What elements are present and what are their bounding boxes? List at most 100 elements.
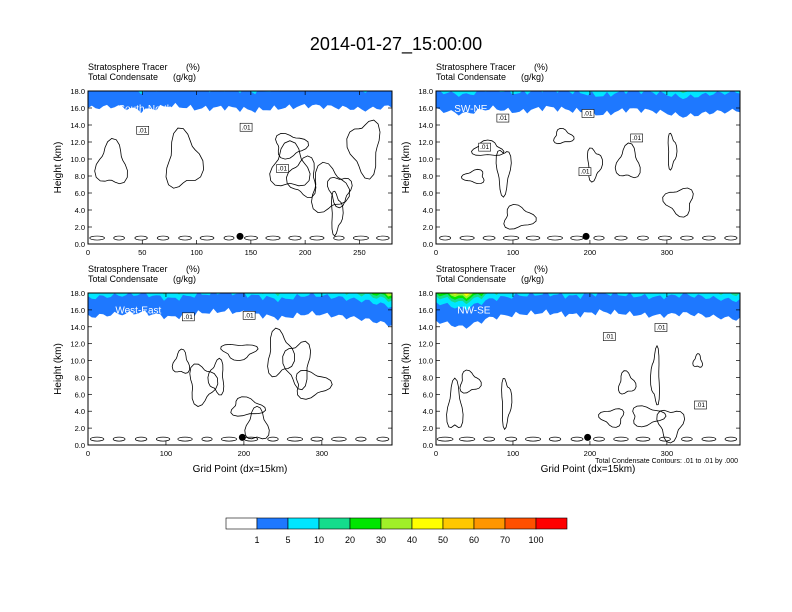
x-tick-label: 50 bbox=[138, 248, 146, 257]
y-tick-label: 2.0 bbox=[75, 424, 85, 433]
plot-area bbox=[88, 91, 392, 241]
condensate-contour-low bbox=[702, 235, 716, 241]
x-tick-label: 300 bbox=[661, 248, 674, 257]
y-tick-label: 18.0 bbox=[70, 289, 85, 298]
condensate-contour bbox=[503, 203, 537, 230]
contour-label-box bbox=[136, 126, 150, 135]
plot-frame bbox=[435, 90, 741, 245]
condensate-contour-low bbox=[548, 436, 562, 442]
condensate-contour-low bbox=[483, 436, 495, 442]
condensate-contour-low bbox=[113, 235, 125, 241]
x-tick-label: 100 bbox=[507, 449, 520, 458]
contour-label-box bbox=[239, 122, 253, 132]
section-label: West-East bbox=[115, 306, 161, 317]
header-tracer-name: Stratosphere Tracer bbox=[436, 62, 516, 72]
condensate-contour-low bbox=[681, 436, 693, 442]
y-tick-label: 18.0 bbox=[70, 87, 85, 96]
condensate-contour-low bbox=[593, 235, 605, 241]
condensate-contour bbox=[282, 340, 312, 391]
y-tick-label: 12.0 bbox=[418, 138, 433, 147]
contour-label: .01 bbox=[278, 166, 287, 173]
tracer-band-20 bbox=[88, 293, 392, 299]
condensate-contour-low bbox=[680, 235, 694, 241]
colorbar-label: 1 bbox=[254, 535, 259, 545]
colorbar-swatch bbox=[380, 517, 413, 530]
y-tick-label: 4.0 bbox=[75, 206, 85, 215]
y-tick-label: 18.0 bbox=[418, 289, 433, 298]
plot-area bbox=[436, 293, 740, 444]
header-tracer-units: (%) bbox=[534, 62, 548, 72]
condensate-contour bbox=[553, 127, 575, 145]
location-marker bbox=[584, 433, 592, 441]
colorbar-swatch bbox=[225, 517, 258, 530]
tracer-band-5 bbox=[436, 91, 740, 100]
y-tick-label: 0.0 bbox=[423, 240, 433, 249]
colorbar-label: 10 bbox=[314, 535, 324, 545]
condensate-contour-low bbox=[331, 436, 347, 442]
panel-south-north: Stratosphere Tracer (%) Total Condensate (g… bbox=[53, 62, 393, 257]
tracer-band-1 bbox=[88, 293, 392, 327]
x-tick-label: 100 bbox=[190, 248, 203, 257]
y-tick-label: 14.0 bbox=[70, 323, 85, 332]
y-tick-label: 12.0 bbox=[70, 340, 85, 349]
colorbar-label: 20 bbox=[345, 535, 355, 545]
condensate-contour bbox=[650, 344, 660, 406]
y-axis-label: Height (km) bbox=[401, 142, 412, 194]
contour-label-box bbox=[276, 164, 289, 173]
section-label: NW-SE bbox=[457, 306, 490, 317]
condensate-contour-low bbox=[333, 235, 345, 241]
tracer-band-1 bbox=[436, 293, 740, 329]
y-tick-label: 10.0 bbox=[70, 357, 85, 366]
contour-label-box bbox=[630, 133, 643, 143]
header-tracer-name: Stratosphere Tracer bbox=[436, 264, 516, 274]
contour-label-box bbox=[694, 400, 707, 410]
x-tick-label: 0 bbox=[86, 248, 90, 257]
condensate-contour-low bbox=[505, 436, 518, 442]
x-tick-label: 0 bbox=[86, 449, 90, 458]
figure-title: 2014-01-27_15:00:00 bbox=[310, 34, 482, 55]
y-tick-label: 14.0 bbox=[418, 323, 433, 332]
y-tick-label: 6.0 bbox=[423, 189, 433, 198]
y-axis-label: Height (km) bbox=[401, 343, 412, 395]
contour-label: .01 bbox=[242, 124, 251, 131]
x-tick-label: 300 bbox=[316, 449, 329, 458]
condensate-contour bbox=[207, 357, 225, 396]
y-tick-label: 10.0 bbox=[418, 357, 433, 366]
condensate-contour-low bbox=[547, 235, 563, 241]
condensate-contour bbox=[295, 369, 333, 400]
y-tick-label: 2.0 bbox=[75, 223, 85, 232]
contour-label-box bbox=[182, 312, 195, 322]
contour-label: .01 bbox=[656, 324, 665, 331]
condensate-contour-low bbox=[267, 436, 279, 442]
condensate-contour bbox=[656, 409, 686, 444]
condensate-contour-low bbox=[355, 436, 367, 442]
condensate-contour-low bbox=[525, 436, 542, 442]
y-tick-label: 4.0 bbox=[423, 206, 433, 215]
contour-label: .01 bbox=[696, 402, 705, 409]
condensate-contour bbox=[244, 405, 270, 440]
condensate-contour-low bbox=[223, 235, 235, 241]
location-marker bbox=[238, 433, 246, 441]
y-tick-label: 10.0 bbox=[70, 155, 85, 164]
plot-frame bbox=[87, 90, 393, 245]
condensate-contour bbox=[617, 370, 637, 395]
tracer-band-5 bbox=[436, 293, 740, 311]
header-condensate-name: Total Condensate bbox=[436, 72, 506, 82]
y-tick-label: 18.0 bbox=[418, 87, 433, 96]
condensate-contour-low bbox=[637, 235, 649, 241]
condensate-contour bbox=[446, 377, 464, 429]
condensate-contour-low bbox=[178, 235, 192, 241]
contour-label-box bbox=[242, 311, 256, 320]
condensate-contour-low bbox=[155, 436, 171, 442]
condensate-contour-low bbox=[724, 436, 738, 442]
condensate-contour-low bbox=[288, 235, 302, 241]
y-axis-label: Height (km) bbox=[53, 343, 64, 395]
y-tick-label: 8.0 bbox=[75, 172, 85, 181]
colorbar-swatch bbox=[473, 517, 506, 530]
condensate-contour-low bbox=[439, 235, 452, 241]
condensate-contour-low bbox=[502, 235, 520, 241]
y-tick-label: 0.0 bbox=[75, 240, 85, 249]
condensate-contour-low bbox=[459, 235, 475, 241]
tracer-band-5 bbox=[88, 293, 392, 308]
condensate-contour-low bbox=[89, 235, 105, 241]
